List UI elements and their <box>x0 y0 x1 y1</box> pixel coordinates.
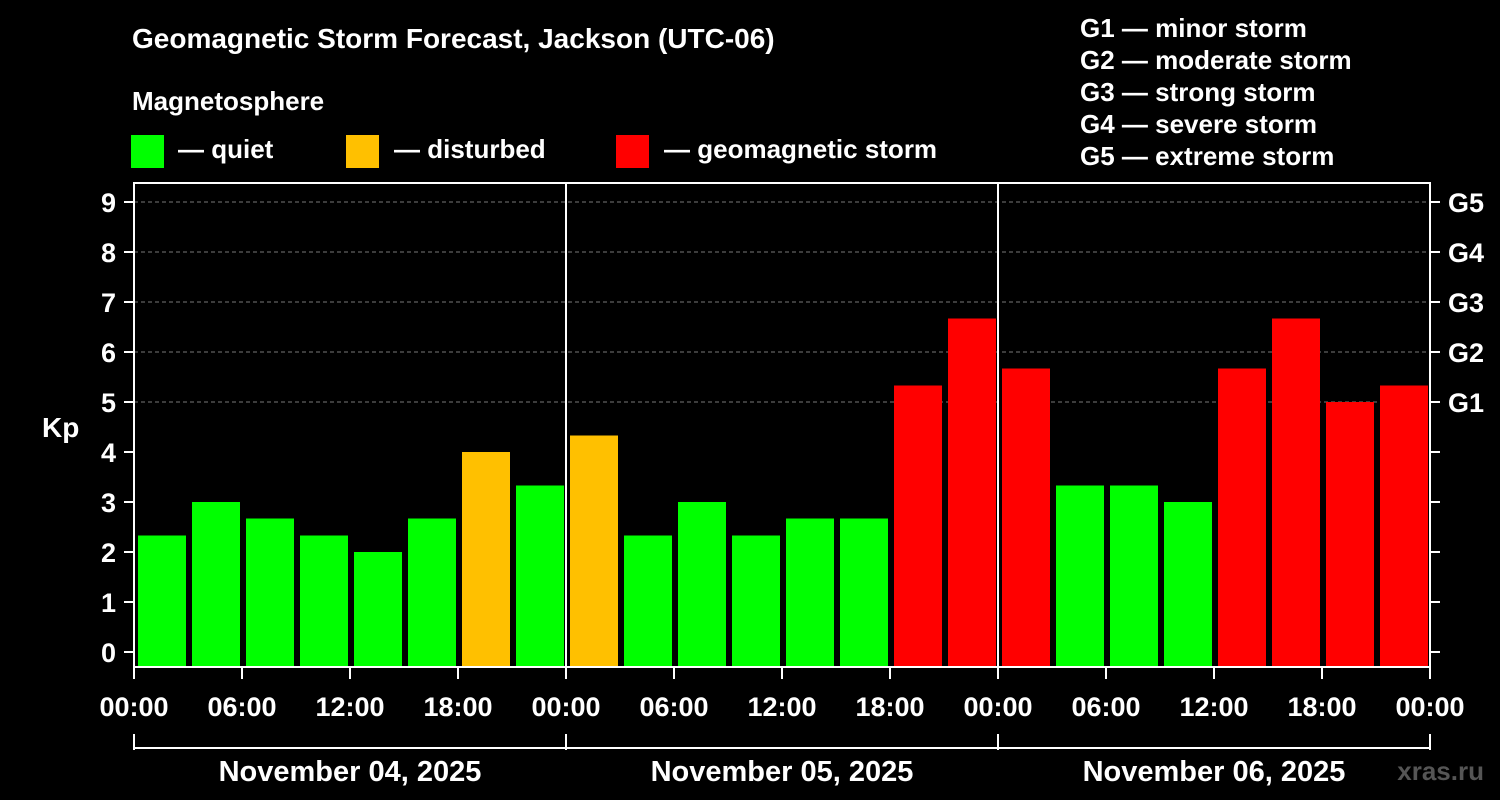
g-scale-legend: G1 — minor storm G2 — moderate storm G3 … <box>1080 13 1352 171</box>
x-tick-label-9: 06:00 <box>1071 692 1140 722</box>
day-label-1: November 05, 2025 <box>651 756 914 788</box>
legend-label-storm: — geomagnetic storm <box>664 134 937 164</box>
legend-swatch-storm <box>616 135 649 168</box>
y-tick-label-7: 7 <box>101 288 116 318</box>
bar-13 <box>840 518 888 667</box>
bar-22 <box>1326 402 1374 667</box>
g-axis-label-g2: G2 <box>1448 338 1484 368</box>
x-tick-label-4: 00:00 <box>531 692 600 722</box>
grid <box>134 201 1430 403</box>
bar-3 <box>300 535 348 667</box>
bar-17 <box>1056 485 1104 667</box>
y-tick-label-3: 3 <box>101 488 116 518</box>
bar-19 <box>1164 502 1212 667</box>
bars <box>138 318 1428 667</box>
x-tick-label-10: 12:00 <box>1179 692 1248 722</box>
y-tick-label-5: 5 <box>101 388 116 418</box>
y-tick-label-0: 0 <box>101 638 116 668</box>
x-tick-label-5: 06:00 <box>639 692 708 722</box>
g-scale-item-g5: G5 — extreme storm <box>1080 141 1334 171</box>
legend-label-disturbed: — disturbed <box>394 134 546 164</box>
bar-20 <box>1218 368 1266 667</box>
x-tick-label-11: 18:00 <box>1287 692 1356 722</box>
x-tick-label-3: 18:00 <box>423 692 492 722</box>
axes: 0 1 2 3 4 5 6 7 8 9 G1 G2 G3 G4 G5 00:00 06:00 12:00 18:00… <box>99 182 1484 788</box>
legend-label-quiet: — quiet <box>178 134 274 164</box>
bar-16 <box>1002 368 1050 667</box>
y-tick-label-8: 8 <box>101 238 116 268</box>
legend: — quiet — disturbed — geomagnetic storm <box>131 134 937 168</box>
legend-title: Magnetosphere <box>132 86 324 116</box>
bar-7 <box>516 485 564 667</box>
bar-0 <box>138 535 186 667</box>
bar-6 <box>462 452 510 667</box>
g-axis-label-g1: G1 <box>1448 388 1484 418</box>
watermark: xras.ru <box>1397 756 1484 786</box>
bar-8 <box>570 435 618 667</box>
y-tick-label-1: 1 <box>101 588 116 618</box>
g-scale-item-g1: G1 — minor storm <box>1080 13 1307 43</box>
y-tick-label-9: 9 <box>101 188 116 218</box>
y-axis-label: Kp <box>42 412 79 443</box>
legend-swatch-disturbed <box>346 135 379 168</box>
x-tick-label-2: 12:00 <box>315 692 384 722</box>
x-tick-label-12: 00:00 <box>1395 692 1464 722</box>
x-tick-label-8: 00:00 <box>963 692 1032 722</box>
bar-5 <box>408 518 456 667</box>
y-tick-label-4: 4 <box>101 438 116 468</box>
bar-15 <box>948 318 996 667</box>
legend-swatch-quiet <box>131 135 164 168</box>
y-tick-label-6: 6 <box>101 338 116 368</box>
g-axis-label-g5: G5 <box>1448 188 1484 218</box>
day-label-2: November 06, 2025 <box>1083 756 1346 788</box>
g-scale-item-g3: G3 — strong storm <box>1080 77 1315 107</box>
g-axis-label-g3: G3 <box>1448 288 1484 318</box>
bar-2 <box>246 518 294 667</box>
day-label-0: November 04, 2025 <box>219 756 482 788</box>
bar-23 <box>1380 385 1428 667</box>
x-tick-label-0: 00:00 <box>99 692 168 722</box>
x-tick-label-6: 12:00 <box>747 692 816 722</box>
g-axis-label-g4: G4 <box>1448 238 1484 268</box>
bar-18 <box>1110 485 1158 667</box>
bar-14 <box>894 385 942 667</box>
bar-11 <box>732 535 780 667</box>
bar-9 <box>624 535 672 667</box>
bar-4 <box>354 552 402 667</box>
bar-21 <box>1272 318 1320 667</box>
x-tick-label-1: 06:00 <box>207 692 276 722</box>
x-tick-label-7: 18:00 <box>855 692 924 722</box>
bar-12 <box>786 518 834 667</box>
bar-1 <box>192 502 240 667</box>
g-scale-item-g4: G4 — severe storm <box>1080 109 1317 139</box>
chart-title: Geomagnetic Storm Forecast, Jackson (UTC… <box>132 23 775 54</box>
y-tick-label-2: 2 <box>101 538 116 568</box>
g-scale-item-g2: G2 — moderate storm <box>1080 45 1352 75</box>
bar-10 <box>678 502 726 667</box>
